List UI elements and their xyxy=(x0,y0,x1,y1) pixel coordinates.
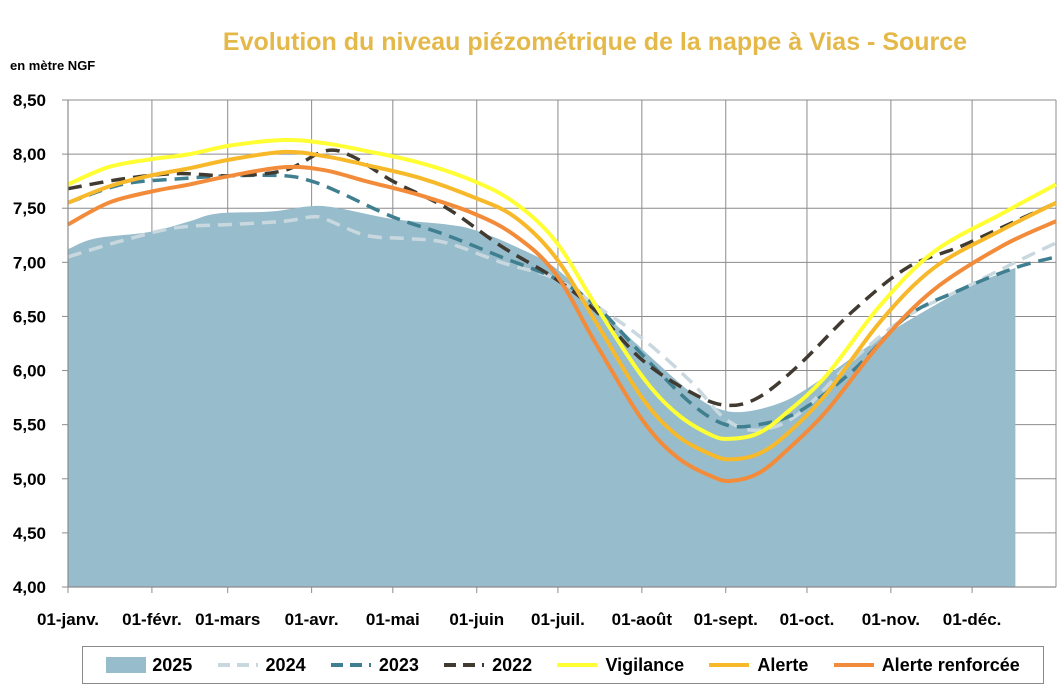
legend-label: Vigilance xyxy=(605,654,685,675)
chart-title: Evolution du niveau piézométrique de la … xyxy=(222,28,968,56)
x-tick-label: 01-juil. xyxy=(531,610,585,629)
legend-swatch xyxy=(833,663,874,667)
legend-item-2023: 2023 xyxy=(329,655,419,676)
series-2025-area xyxy=(68,205,1016,587)
legend-swatch xyxy=(709,663,750,667)
legend-label: Alerte renforcée xyxy=(881,654,1020,675)
legend-label: 2022 xyxy=(492,654,533,675)
y-tick-label: 5,50 xyxy=(13,416,46,435)
series-alerte-renforc-e-line xyxy=(67,164,1057,484)
y-axis-unit-label: en mètre NGF xyxy=(10,58,96,73)
legend-item-vigilance: Vigilance xyxy=(555,655,684,676)
y-tick-label: 8,00 xyxy=(13,145,46,164)
legend-label: 2023 xyxy=(378,654,419,675)
series-alerte-line xyxy=(67,149,1057,462)
series-vigilance-line xyxy=(67,137,1057,441)
x-tick-label: 01-mai xyxy=(366,610,420,629)
chart-legend: 2025 2024 2023 2022 Vigilance Alerte Alerte re… xyxy=(82,646,1044,684)
y-tick-label: 6,00 xyxy=(13,362,46,381)
legend-item-2022: 2022 xyxy=(442,655,532,676)
x-tick-label: 01-août xyxy=(612,610,673,629)
legend-swatch xyxy=(444,663,485,667)
x-tick-label: 01-mars xyxy=(195,610,260,629)
y-tick-label: 6,50 xyxy=(13,307,46,326)
legend-swatch xyxy=(330,663,371,667)
legend-item-2025: 2025 xyxy=(106,655,192,676)
x-tick-label: 01-avr. xyxy=(285,610,339,629)
legend-item-2024: 2024 xyxy=(216,655,306,676)
legend-item-alerte-renforc-e: Alerte renforcée xyxy=(832,655,1020,676)
x-tick-label: 01-sept. xyxy=(694,610,758,629)
legend-label: 2025 xyxy=(152,654,193,675)
x-tick-label: 01-nov. xyxy=(862,610,920,629)
x-tick-label: 01-févr. xyxy=(122,610,182,629)
legend-item-alerte: Alerte xyxy=(707,655,808,676)
y-tick-label: 8,50 xyxy=(13,91,46,110)
y-tick-label: 5,00 xyxy=(13,470,46,489)
y-tick-label: 7,00 xyxy=(13,253,46,272)
series-2023-line xyxy=(67,173,1057,429)
chart-plot-area: 4,00 4,50 5,00 5,50 6,00 6,50 7,00 7,50 8,00 8,50… xyxy=(13,91,1057,629)
legend-label: 2024 xyxy=(265,654,306,675)
legend-swatch xyxy=(217,663,258,667)
y-tick-label: 4,50 xyxy=(13,524,46,543)
x-tick-label: 01-déc. xyxy=(943,610,1002,629)
y-tick-label: 7,50 xyxy=(13,199,46,218)
x-tick-label: 01-oct. xyxy=(780,610,835,629)
legend-swatch xyxy=(557,663,598,667)
legend-swatch xyxy=(106,657,147,673)
series-2024-line xyxy=(67,214,1057,432)
x-tick-label: 01-juin xyxy=(449,610,504,629)
y-tick-label: 4,00 xyxy=(13,578,46,597)
x-tick-label: 01-janv. xyxy=(37,610,99,629)
legend-label: Alerte xyxy=(757,654,809,675)
